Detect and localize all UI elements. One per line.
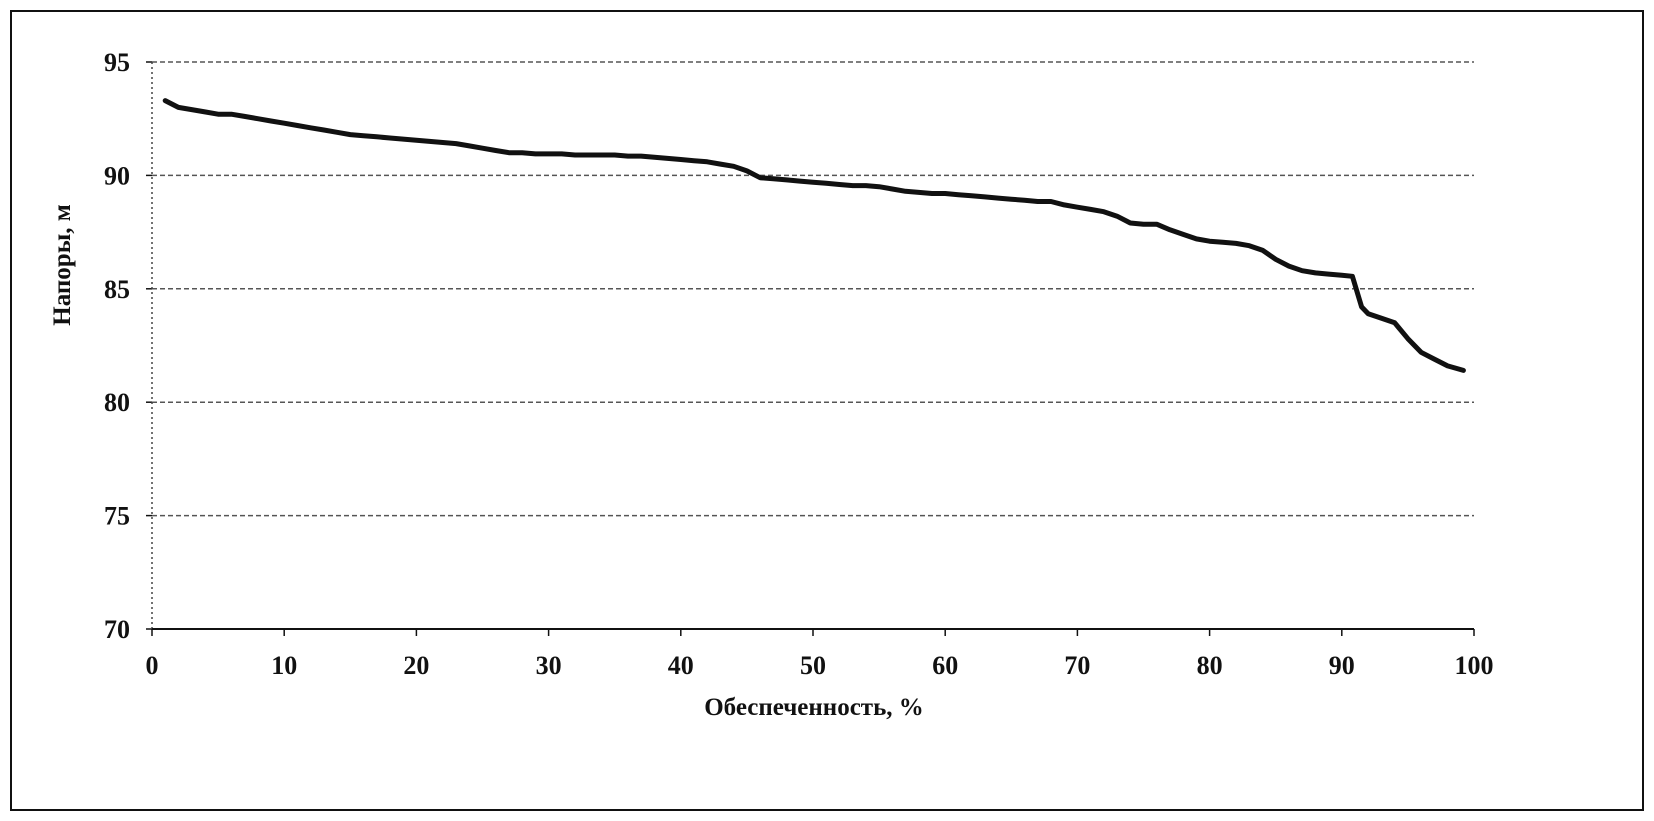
x-tick-label: 10 (271, 651, 297, 680)
x-tick-label: 100 (1455, 651, 1494, 680)
y-axis-title: Напоры, м (49, 204, 76, 325)
x-axis-title: Обеспеченность, % (704, 694, 924, 721)
x-tick-label: 50 (800, 651, 826, 680)
x-tick-label: 30 (536, 651, 562, 680)
y-tick-label: 80 (104, 388, 130, 417)
y-tick-label: 90 (104, 161, 130, 190)
x-tick-label: 20 (403, 651, 429, 680)
x-tick-label: 90 (1329, 651, 1355, 680)
tick-labels: 95 90 85 80 75 70 0 10 20 30 40 50 60 70 80 90 100 (104, 48, 1494, 680)
y-tick-label: 75 (104, 502, 130, 531)
y-tick-label: 95 (104, 48, 130, 77)
y-tick-label: 70 (104, 615, 130, 644)
x-tick-label: 80 (1197, 651, 1223, 680)
x-tick-label: 0 (146, 651, 159, 680)
gridlines (152, 61, 1474, 517)
data-series (162, 98, 1466, 373)
x-tick-label: 60 (932, 651, 958, 680)
x-tick-label: 40 (668, 651, 694, 680)
series-line-0 (162, 98, 1466, 373)
y-tick-label: 85 (104, 275, 130, 304)
chart-frame: 95 90 85 80 75 70 0 10 20 30 40 50 60 70 80 90 100 Обесп… (10, 10, 1644, 811)
x-tick-label: 70 (1064, 651, 1090, 680)
axes (146, 61, 1475, 636)
line-chart: 95 90 85 80 75 70 0 10 20 30 40 50 60 70 80 90 100 Обесп… (49, 48, 1494, 721)
